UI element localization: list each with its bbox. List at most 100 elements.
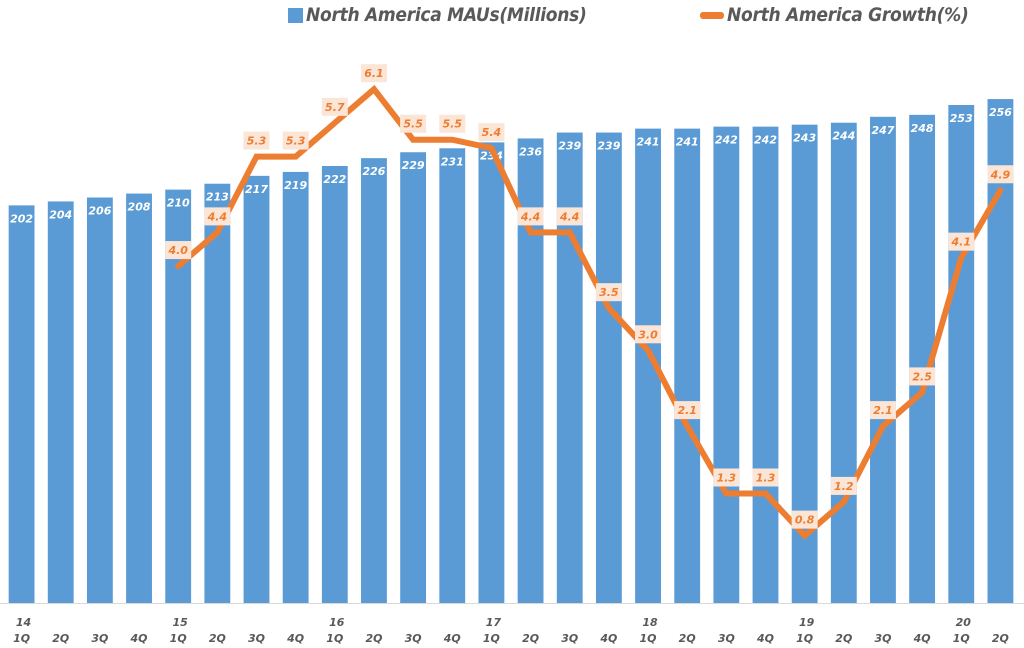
growth-label-text: 5.5 — [403, 118, 423, 131]
growth-label-text: 2.1 — [677, 404, 697, 417]
growth-label-text: 4.1 — [951, 236, 972, 249]
growth-value-label: 4.4 — [204, 207, 231, 226]
growth-value-label: 6.1 — [360, 64, 387, 83]
x-tick-quarter: 2Q — [365, 632, 382, 645]
x-tick-quarter: 2Q — [835, 632, 852, 645]
growth-label-text: 4.0 — [167, 244, 188, 257]
growth-label-box — [517, 207, 544, 226]
growth-value-label: 5.5 — [400, 114, 427, 133]
x-tick-quarter: 4Q — [130, 632, 148, 645]
growth-label-text: 1.3 — [717, 471, 737, 484]
growth-value-label: 2.1 — [674, 401, 701, 420]
x-tick-quarter: 1Q — [170, 632, 187, 645]
growth-label-box — [243, 131, 270, 150]
growth-label-text: 1.2 — [834, 480, 854, 493]
bar-value-label: 241 — [637, 136, 660, 149]
bar-value-label: 256 — [989, 106, 1012, 119]
x-tick-quarter: 1Q — [796, 632, 813, 645]
bar-value-label: 241 — [676, 136, 699, 149]
bar-value-label: 248 — [911, 122, 934, 135]
line-series — [175, 84, 1004, 540]
x-tick-year: 15 — [173, 616, 189, 629]
x-tick-quarter: 2Q — [679, 632, 696, 645]
growth-value-label: 5.3 — [243, 131, 270, 150]
growth-label-box — [439, 114, 466, 133]
x-tick-year: 18 — [642, 616, 658, 629]
bar — [752, 126, 779, 604]
growth-label-text: 5.5 — [443, 118, 463, 131]
bar-value-label: 217 — [245, 183, 268, 196]
x-tick-quarter: 2Q — [522, 632, 539, 645]
x-tick-quarter: 4Q — [756, 632, 774, 645]
bar — [8, 205, 35, 603]
x-tick-quarter: 1Q — [953, 632, 970, 645]
bar-value-label: 242 — [754, 134, 777, 147]
bar-value-label: 231 — [441, 155, 464, 168]
bar-value-label: 242 — [715, 134, 738, 147]
growth-label-box — [869, 401, 896, 420]
x-tick-quarter: 3Q — [405, 632, 422, 645]
bar-value-label: 236 — [519, 145, 542, 158]
bar — [439, 148, 466, 603]
bar — [282, 171, 309, 604]
legend-swatch-line-icon — [700, 11, 724, 19]
bar — [243, 175, 270, 603]
growth-label-box — [556, 207, 583, 226]
growth-value-label: 5.3 — [282, 131, 309, 150]
legend-item-growth: North America Growth(%) — [700, 4, 969, 26]
x-tick-quarter: 4Q — [599, 632, 617, 645]
x-tick-year: 19 — [799, 616, 815, 629]
growth-label-box — [674, 401, 701, 420]
growth-value-label: 4.4 — [517, 207, 544, 226]
growth-label-box — [909, 367, 936, 386]
growth-value-label: 1.3 — [713, 468, 740, 487]
bar — [713, 126, 740, 604]
growth-value-label: 4.0 — [165, 241, 192, 260]
growth-label-box — [400, 114, 427, 133]
growth-label-text: 4.4 — [520, 210, 541, 223]
bar-value-label: 226 — [362, 165, 385, 178]
growth-label-text: 4.4 — [207, 210, 228, 223]
growth-label-text: 3.5 — [599, 286, 619, 299]
bar — [556, 132, 583, 603]
bar — [126, 193, 152, 603]
bar-value-label: 243 — [793, 132, 816, 145]
x-tick-quarter: 1Q — [326, 632, 343, 645]
bar-value-label: 208 — [128, 201, 151, 214]
bar — [478, 142, 505, 604]
x-tick-quarter: 1Q — [640, 632, 657, 645]
bar-value-label: 244 — [832, 130, 855, 143]
growth-value-label: 4.1 — [948, 232, 975, 251]
bar — [674, 128, 701, 603]
legend-label-growth: North America Growth(%) — [727, 4, 969, 26]
bar-value-label: 247 — [871, 124, 894, 137]
growth-label-box — [204, 207, 231, 226]
growth-label-box — [165, 241, 192, 260]
growth-label-text: 3.0 — [638, 328, 658, 341]
x-tick-year: 20 — [956, 616, 972, 629]
growth-value-label: 4.4 — [556, 207, 583, 226]
legend-swatch-bar-icon — [288, 7, 303, 23]
bar-value-label: 229 — [402, 159, 425, 172]
bar-value-label: 213 — [206, 191, 229, 204]
bar — [86, 197, 113, 604]
growth-label-text: 6.1 — [364, 67, 384, 80]
growth-label-text: 5.4 — [482, 126, 502, 139]
bar-value-label: 239 — [597, 140, 620, 153]
growth-label-box — [713, 468, 740, 487]
x-tick-quarter: 2Q — [209, 632, 226, 645]
bar — [361, 158, 387, 603]
growth-label-box — [987, 165, 1014, 184]
x-tick-quarter: 3Q — [248, 632, 265, 645]
x-tick-quarter: 2Q — [52, 632, 69, 645]
bar — [830, 122, 857, 603]
x-tick-quarter: 3Q — [874, 632, 891, 645]
growth-label-box — [478, 123, 505, 142]
bar — [870, 116, 896, 604]
x-tick-quarter: 4Q — [913, 632, 931, 645]
growth-value-label: 5.4 — [478, 123, 505, 142]
bar-value-label: 222 — [323, 173, 346, 186]
x-tick-quarter: 2Q — [992, 632, 1009, 645]
bar — [400, 152, 427, 604]
